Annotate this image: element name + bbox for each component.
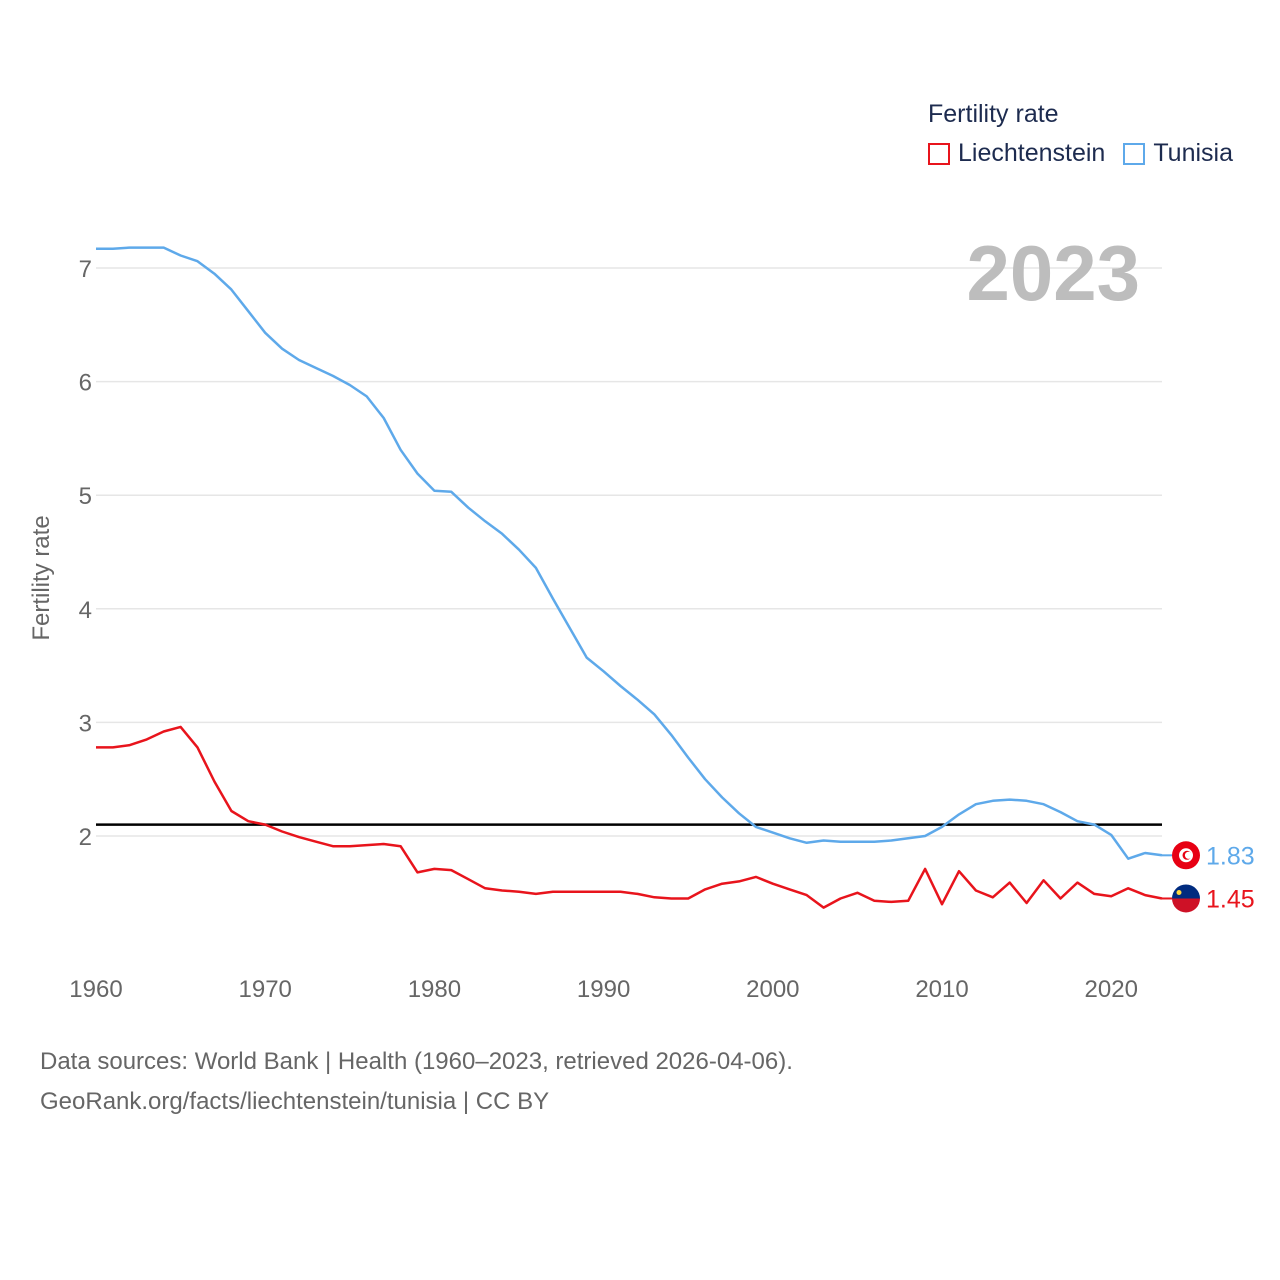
x-tick-label: 1980 xyxy=(408,976,461,1003)
legend-title: Fertility rate xyxy=(928,100,1059,128)
tunisia-flag-icon xyxy=(1172,841,1200,870)
legend-swatch-liechtenstein xyxy=(928,142,950,165)
end-value-tunisia: 1.83 xyxy=(1206,842,1255,870)
legend-label-liechtenstein: Liechtenstein xyxy=(958,139,1106,167)
liechtenstein-flag-icon xyxy=(1172,884,1200,913)
y-tick-label: 4 xyxy=(79,597,92,624)
series-end-labels: 1.45 1.83 xyxy=(1162,841,1255,913)
x-tick-label: 1960 xyxy=(69,976,122,1003)
data-source-note: Data sources: World Bank | Health (1960–… xyxy=(40,1048,793,1075)
legend: Fertility rate Liechtenstein Tunisia xyxy=(928,100,1251,168)
x-tick-label: 2020 xyxy=(1085,976,1138,1003)
y-axis-label: Fertility rate xyxy=(28,515,55,641)
gridlines xyxy=(96,267,1162,837)
series-line-tunisia xyxy=(96,246,1163,860)
legend-label-tunisia: Tunisia xyxy=(1153,139,1233,167)
footer: Data sources: World Bank | Health (1960–… xyxy=(40,1042,793,1122)
y-axis-ticks: 2 3 4 5 6 7 xyxy=(79,256,92,851)
legend-swatch-tunisia xyxy=(1123,142,1146,165)
series-line-liechtenstein xyxy=(96,725,1163,909)
source-url: GeoRank.org/facts/liechtenstein/tunisia … xyxy=(40,1088,550,1115)
y-tick-label: 2 xyxy=(79,824,92,851)
y-tick-label: 6 xyxy=(79,370,92,397)
legend-item-liechtenstein[interactable]: Liechtenstein xyxy=(928,139,1105,168)
x-tick-label: 1970 xyxy=(239,976,292,1003)
end-value-liechtenstein: 1.45 xyxy=(1206,885,1255,913)
x-tick-label: 2010 xyxy=(915,976,968,1003)
y-tick-label: 3 xyxy=(79,710,92,737)
current-year-label: 2023 xyxy=(966,229,1140,317)
x-tick-label: 1990 xyxy=(577,976,630,1003)
x-axis-ticks: 1960 1970 1980 1990 2000 2010 2020 xyxy=(69,976,1138,1003)
series-lines xyxy=(96,246,1163,909)
y-tick-label: 7 xyxy=(79,256,92,283)
y-tick-label: 5 xyxy=(79,483,92,510)
x-tick-label: 2000 xyxy=(746,976,799,1003)
legend-item-tunisia[interactable]: Tunisia xyxy=(1123,139,1233,168)
